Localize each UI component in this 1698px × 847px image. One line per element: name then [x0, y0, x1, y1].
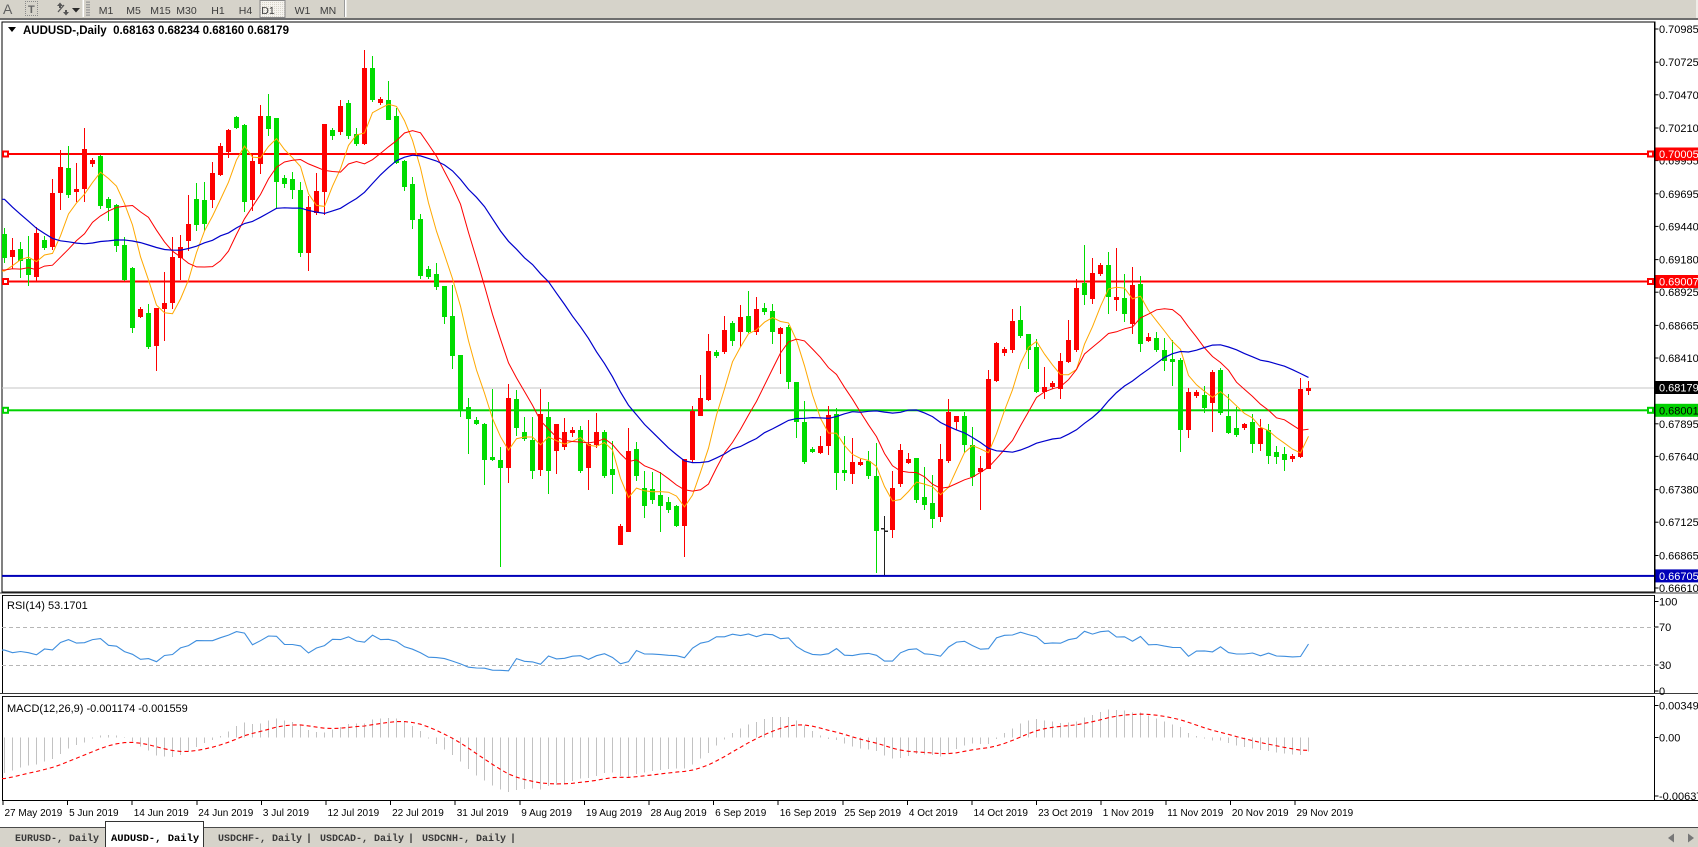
svg-text:AUDUSD-, Daily: AUDUSD-, Daily	[111, 833, 200, 845]
svg-text:0.70470: 0.70470	[1659, 90, 1698, 102]
svg-text:USDCAD-, Daily: USDCAD-, Daily	[320, 833, 404, 845]
svg-text:5 Jun 2019: 5 Jun 2019	[69, 808, 119, 819]
svg-text:0.68179: 0.68179	[1659, 383, 1698, 395]
svg-text:0.69007: 0.69007	[1659, 277, 1698, 289]
svg-text:0.68410: 0.68410	[1659, 353, 1698, 365]
svg-text:M15: M15	[150, 5, 171, 17]
svg-text:14 Jun 2019: 14 Jun 2019	[134, 808, 189, 819]
svg-text:0.69180: 0.69180	[1659, 255, 1698, 267]
svg-text:25 Sep 2019: 25 Sep 2019	[844, 808, 901, 819]
svg-text:70: 70	[1659, 622, 1671, 634]
svg-text:11 Nov 2019: 11 Nov 2019	[1167, 808, 1223, 819]
svg-text:29 Nov 2019: 29 Nov 2019	[1297, 808, 1354, 819]
svg-text:27 May 2019: 27 May 2019	[5, 808, 63, 819]
svg-text:|: |	[306, 833, 312, 845]
svg-text:0.66705: 0.66705	[1659, 571, 1698, 583]
svg-text:0.69695: 0.69695	[1659, 189, 1698, 201]
svg-text:12 Jul 2019: 12 Jul 2019	[328, 808, 380, 819]
svg-text:USDCHF-, Daily: USDCHF-, Daily	[218, 833, 302, 845]
svg-text:0.67125: 0.67125	[1659, 517, 1698, 529]
svg-text:0.69440: 0.69440	[1659, 221, 1698, 233]
svg-text:0.66865: 0.66865	[1659, 551, 1698, 563]
svg-text:0.00: 0.00	[1659, 733, 1680, 745]
svg-text:0.66610: 0.66610	[1659, 583, 1698, 595]
svg-text:MN: MN	[320, 5, 336, 17]
svg-text:M5: M5	[126, 5, 141, 17]
svg-text:M30: M30	[176, 5, 197, 17]
svg-text:0.67895: 0.67895	[1659, 419, 1698, 431]
svg-text:0.68925: 0.68925	[1659, 287, 1698, 299]
svg-text:AUDUSD-,Daily 0.68163 0.68234: AUDUSD-,Daily 0.68163 0.68234 0.68160 0.…	[23, 25, 289, 37]
svg-text:0.00349: 0.00349	[1659, 701, 1698, 713]
svg-text:H1: H1	[211, 5, 225, 17]
svg-text:|: |	[408, 833, 414, 845]
svg-text:16 Sep 2019: 16 Sep 2019	[780, 808, 837, 819]
svg-text:0.68001: 0.68001	[1659, 405, 1698, 417]
svg-text:24 Jun 2019: 24 Jun 2019	[198, 808, 253, 819]
svg-text:28 Aug 2019: 28 Aug 2019	[651, 808, 708, 819]
svg-text:EURUSD-, Daily: EURUSD-, Daily	[15, 833, 99, 845]
svg-text:30: 30	[1659, 660, 1671, 672]
svg-text:19 Aug 2019: 19 Aug 2019	[586, 808, 643, 819]
svg-text:A: A	[3, 1, 13, 17]
svg-text:1 Nov 2019: 1 Nov 2019	[1103, 808, 1155, 819]
svg-text:0.67380: 0.67380	[1659, 485, 1698, 497]
svg-text:22 Jul 2019: 22 Jul 2019	[392, 808, 444, 819]
svg-text:W1: W1	[295, 5, 311, 17]
svg-text:4 Oct 2019: 4 Oct 2019	[909, 808, 958, 819]
svg-text:14 Oct 2019: 14 Oct 2019	[974, 808, 1029, 819]
svg-text:3 Jul 2019: 3 Jul 2019	[263, 808, 310, 819]
svg-text:9 Aug 2019: 9 Aug 2019	[521, 808, 572, 819]
svg-text:USDCNH-, Daily: USDCNH-, Daily	[422, 833, 506, 845]
svg-text:-0.00637: -0.00637	[1659, 791, 1698, 803]
svg-text:0.70725: 0.70725	[1659, 57, 1698, 69]
svg-text:M1: M1	[99, 5, 114, 17]
svg-text:0: 0	[1659, 686, 1665, 698]
svg-text:0.70985: 0.70985	[1659, 24, 1698, 36]
svg-text:T: T	[28, 4, 35, 16]
svg-text:RSI(14) 53.1701: RSI(14) 53.1701	[7, 600, 88, 612]
svg-text:0.70005: 0.70005	[1659, 149, 1698, 161]
svg-text:6 Sep 2019: 6 Sep 2019	[715, 808, 767, 819]
svg-text:MACD(12,26,9) -0.001174 -0.001: MACD(12,26,9) -0.001174 -0.001559	[7, 703, 188, 715]
svg-text:H4: H4	[239, 5, 253, 17]
svg-text:0.70210: 0.70210	[1659, 123, 1698, 135]
svg-text:0.67640: 0.67640	[1659, 451, 1698, 463]
svg-text:100: 100	[1659, 597, 1677, 609]
svg-text:|: |	[510, 833, 516, 845]
svg-text:31 Jul 2019: 31 Jul 2019	[457, 808, 509, 819]
svg-text:20 Nov 2019: 20 Nov 2019	[1232, 808, 1289, 819]
svg-text:D1: D1	[261, 5, 275, 17]
svg-text:23 Oct 2019: 23 Oct 2019	[1038, 808, 1093, 819]
svg-text:0.68665: 0.68665	[1659, 320, 1698, 332]
